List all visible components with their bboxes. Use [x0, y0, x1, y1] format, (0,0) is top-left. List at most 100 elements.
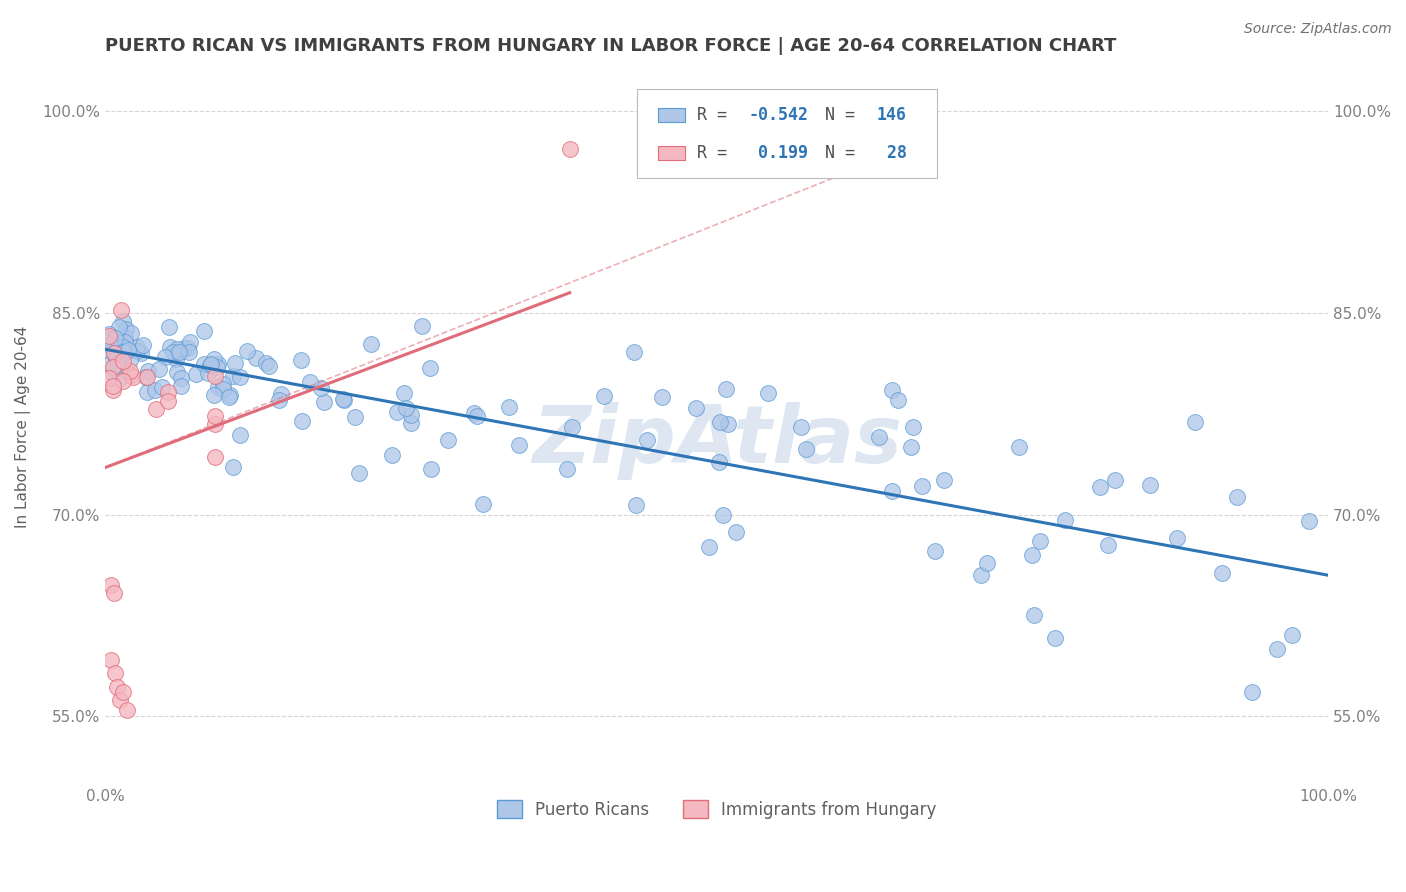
- Text: R =: R =: [697, 144, 737, 161]
- Point: [204, 369, 226, 384]
- Point: [159, 340, 181, 354]
- Point: [290, 414, 312, 428]
- Point: [150, 380, 173, 394]
- Point: [104, 666, 127, 681]
- Point: [1241, 684, 1264, 698]
- Point: [360, 337, 382, 351]
- Point: [1097, 538, 1119, 552]
- Point: [901, 420, 924, 434]
- Point: [166, 343, 188, 357]
- Point: [177, 341, 200, 355]
- Point: [107, 356, 129, 370]
- Point: [173, 342, 195, 356]
- Point: [344, 410, 367, 425]
- Point: [114, 330, 136, 344]
- Point: [97, 371, 120, 385]
- Point: [103, 585, 125, 599]
- Point: [411, 319, 433, 334]
- Point: [198, 358, 221, 372]
- Text: 0.199: 0.199: [748, 144, 808, 161]
- Point: [114, 322, 136, 336]
- Point: [636, 434, 658, 448]
- Point: [155, 351, 177, 365]
- Point: [120, 368, 142, 382]
- Point: [900, 440, 922, 454]
- Point: [1104, 473, 1126, 487]
- Point: [132, 337, 155, 351]
- Point: [561, 420, 583, 434]
- Point: [592, 389, 614, 403]
- Point: [122, 369, 145, 384]
- Point: [1139, 478, 1161, 492]
- Point: [381, 448, 404, 462]
- Point: [333, 393, 356, 408]
- Point: [970, 568, 993, 582]
- Point: [165, 351, 187, 366]
- Point: [197, 366, 219, 380]
- Point: [145, 384, 167, 398]
- Point: [97, 343, 120, 358]
- Point: [177, 345, 200, 359]
- Point: [685, 401, 707, 416]
- Y-axis label: In Labor Force | Age 20-64: In Labor Force | Age 20-64: [15, 326, 31, 528]
- Point: [129, 346, 152, 360]
- Point: [110, 302, 132, 317]
- Point: [498, 400, 520, 414]
- Point: [392, 386, 415, 401]
- Point: [1090, 480, 1112, 494]
- Point: [98, 338, 121, 352]
- Point: [205, 360, 228, 375]
- Point: [156, 394, 179, 409]
- Point: [108, 320, 131, 334]
- Point: [98, 357, 121, 371]
- Point: [725, 525, 748, 540]
- Point: [714, 382, 737, 396]
- Text: 146: 146: [877, 106, 907, 124]
- Point: [465, 409, 488, 423]
- Point: [290, 353, 312, 368]
- Point: [976, 556, 998, 570]
- Point: [311, 381, 333, 395]
- Point: [1043, 631, 1066, 645]
- Text: R =: R =: [697, 106, 737, 124]
- Point: [1021, 548, 1043, 562]
- Point: [170, 371, 193, 385]
- Point: [111, 359, 134, 373]
- Point: [463, 406, 485, 420]
- Point: [1166, 532, 1188, 546]
- Point: [157, 384, 180, 399]
- Point: [105, 680, 128, 694]
- Point: [713, 508, 735, 522]
- Text: ZipAtlas: ZipAtlas: [531, 402, 901, 481]
- Point: [1265, 642, 1288, 657]
- Point: [697, 541, 720, 555]
- Point: [254, 356, 277, 370]
- FancyBboxPatch shape: [637, 88, 936, 178]
- Point: [790, 420, 813, 434]
- Point: [145, 401, 167, 416]
- Point: [932, 473, 955, 487]
- Point: [399, 417, 422, 431]
- Point: [111, 354, 134, 368]
- Point: [508, 438, 530, 452]
- Point: [112, 685, 135, 699]
- Point: [207, 379, 229, 393]
- Point: [202, 352, 225, 367]
- Point: [167, 345, 190, 359]
- Point: [707, 455, 730, 469]
- Point: [118, 364, 141, 378]
- Point: [419, 361, 441, 376]
- Point: [222, 460, 245, 475]
- Point: [472, 497, 495, 511]
- Point: [880, 383, 903, 397]
- Point: [1211, 566, 1233, 581]
- Point: [886, 393, 908, 408]
- Point: [204, 409, 226, 423]
- Point: [1281, 628, 1303, 642]
- Point: [222, 368, 245, 383]
- Point: [868, 430, 890, 444]
- Point: [267, 392, 290, 407]
- Point: [169, 378, 191, 392]
- Point: [1184, 415, 1206, 429]
- Point: [193, 324, 215, 338]
